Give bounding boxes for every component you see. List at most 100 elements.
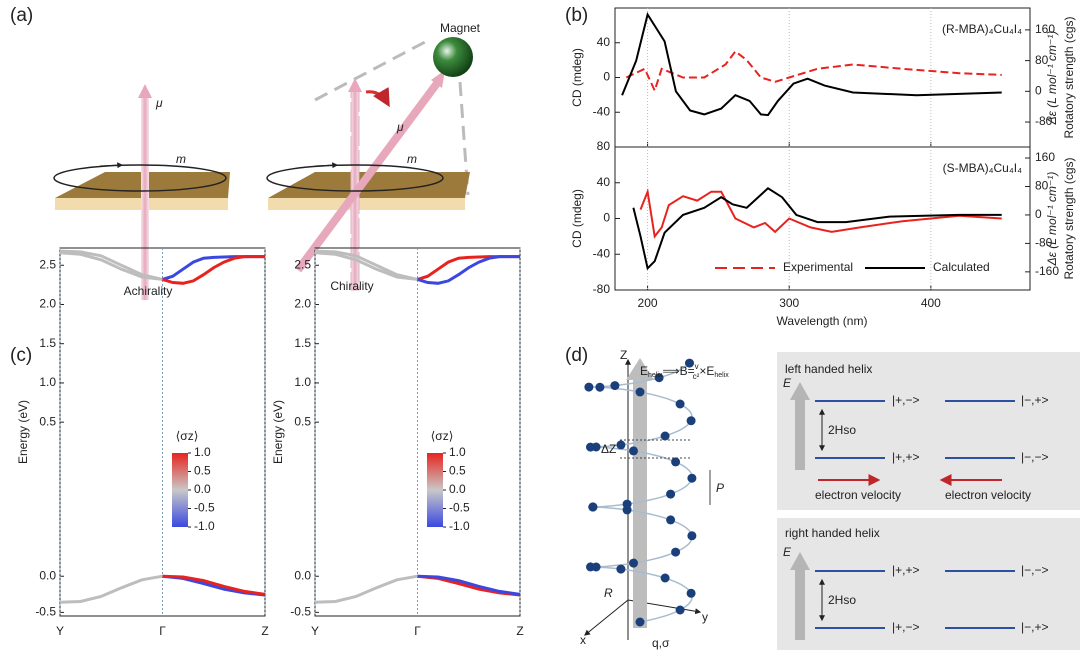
orbit-arrow — [99, 162, 124, 169]
p-label: P — [716, 481, 724, 495]
atom — [660, 431, 670, 441]
series-line — [314, 249, 418, 281]
moment-arrow — [294, 79, 442, 273]
magnet-label: Magnet — [440, 21, 481, 35]
caption: Chirality — [330, 279, 373, 293]
atom — [622, 499, 632, 509]
panel-label: (c) — [10, 345, 32, 366]
m-label: m — [176, 152, 186, 166]
colorbar-tick-label: -1.0 — [449, 519, 470, 533]
helix — [584, 358, 697, 627]
annotation: (S-MBA)₄Cu₄I₄ — [943, 161, 1022, 175]
colorbar — [427, 453, 443, 527]
y2-tick-label: -160 — [1035, 264, 1059, 278]
series-line — [162, 255, 265, 281]
legend-label: Calculated — [933, 260, 990, 274]
y-axis-label: Energy (eV) — [16, 400, 30, 464]
atom — [675, 399, 685, 409]
panel-c: (c) -0.5 0.0 0.5 1.0 1.5 2.0 2.5 Y Γ Z Energy (eV)… — [10, 247, 524, 638]
state: |−,−> — [1021, 563, 1048, 577]
velocity-label: electron velocity — [815, 488, 901, 502]
arrow-head — [790, 382, 810, 400]
y-tick-label: -0.5 — [35, 605, 56, 619]
x-tick-label: Y — [56, 624, 64, 638]
series-line — [625, 49, 1002, 94]
state: |+,+> — [892, 563, 919, 577]
atom — [671, 547, 681, 557]
gap-label: 2Hso — [828, 593, 856, 607]
r-label: R — [604, 586, 613, 600]
panel-label: (a) — [10, 5, 33, 26]
y2-axis-label: Rotatory strength (cgs) — [1062, 16, 1076, 138]
y-tick-label: 0.0 — [294, 568, 311, 582]
y-tick-label: 80 — [597, 139, 611, 153]
mu-label: μ — [396, 120, 404, 134]
axis-label: Z — [620, 348, 627, 362]
y2-axis-label: Δε (L mol⁻¹ cm⁻¹) — [1045, 31, 1059, 126]
magnet — [433, 37, 473, 77]
colorbar — [172, 453, 188, 527]
y-axis-label: CD (mdeg) — [570, 48, 584, 107]
atom — [671, 457, 681, 467]
series-line — [621, 11, 1002, 117]
colorbar-tick-label: 1.0 — [449, 445, 466, 459]
x-label: x — [580, 633, 586, 647]
series-line — [162, 255, 265, 285]
atom — [629, 558, 638, 568]
state: |+,−> — [892, 393, 919, 407]
box — [777, 352, 1080, 510]
series-line — [314, 574, 418, 604]
atom — [635, 617, 645, 627]
series-line — [59, 249, 163, 281]
y2-tick-label: 160 — [1035, 150, 1055, 164]
series-line — [59, 574, 163, 604]
state: |−,+> — [1021, 393, 1048, 407]
arrow-head — [138, 84, 152, 98]
atom — [666, 515, 676, 525]
series-line — [639, 187, 1002, 239]
series-line — [417, 255, 520, 285]
y2-tick-label: -80 — [1035, 236, 1053, 250]
atom — [588, 502, 598, 512]
mu-label: μ — [155, 96, 163, 110]
orbit — [53, 164, 227, 192]
atom — [616, 440, 626, 450]
x-axis — [584, 599, 629, 636]
y-tick-label: -80 — [593, 282, 611, 296]
y-tick-label: 2.5 — [294, 257, 311, 271]
atom — [654, 373, 664, 383]
atom — [687, 531, 697, 541]
y2-axis-label: Δε (L mol⁻¹ cm⁻¹) — [1045, 172, 1059, 267]
platform — [268, 172, 470, 198]
arrow-head — [626, 358, 654, 380]
panel-label: (d) — [565, 345, 588, 366]
y-tick-label: 0 — [603, 70, 610, 84]
atom — [610, 381, 620, 391]
colorbar-label: ⟨σz⟩ — [431, 429, 454, 443]
y-tick-label: 1.0 — [39, 375, 56, 389]
orbit-arrow — [314, 162, 339, 169]
colorbar-tick-label: 0.5 — [194, 464, 211, 478]
atom — [584, 382, 594, 392]
energy-arrow — [795, 398, 805, 470]
moment-arrow — [141, 95, 149, 300]
x-tick-label: 200 — [638, 296, 658, 310]
atom — [616, 564, 626, 574]
energy-arrow — [795, 568, 805, 640]
state: |−,−> — [1021, 450, 1048, 464]
colorbar-tick-label: -0.5 — [194, 501, 215, 515]
y-tick-label: 0.5 — [39, 414, 56, 428]
y-tick-label: -40 — [593, 104, 611, 118]
x-tick-label: Γ — [414, 624, 421, 638]
series-line — [632, 187, 1002, 271]
y2-tick-label: 80 — [1035, 179, 1049, 193]
y-axis-label: CD (mdeg) — [570, 189, 584, 248]
y-tick-label: 2.5 — [39, 257, 56, 271]
y-axis-label: Energy (eV) — [271, 400, 285, 464]
atom — [660, 573, 670, 583]
gap-label: 2Hso — [828, 423, 856, 437]
y-tick-label: -40 — [593, 246, 611, 260]
orbit — [266, 164, 444, 192]
state: |+,−> — [892, 620, 919, 634]
